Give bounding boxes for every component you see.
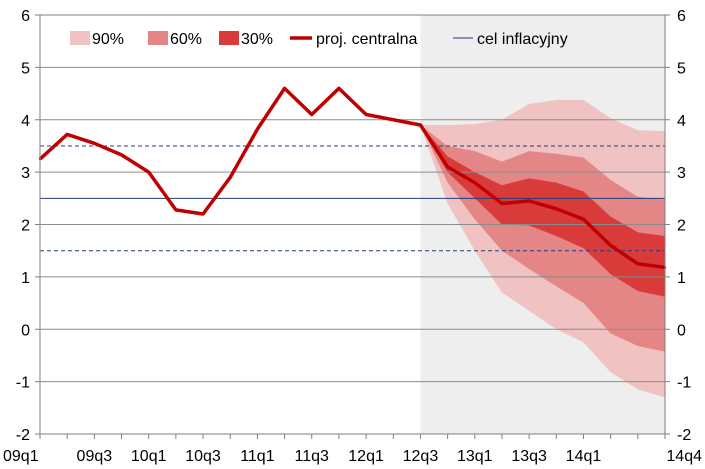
- x-tick-label: 14q4: [666, 448, 702, 465]
- legend: 90% 60% 30% proj. centralna cel inflacyjny: [70, 31, 568, 48]
- central-projection: [38, 86, 667, 270]
- x-tick-labels: 09q1 09q3 10q1 10q3 11q1 11q3 12q1 12q3 13q1 13q3…: [3, 448, 702, 465]
- central-point: [392, 118, 395, 121]
- x-tick-label: 14q1: [566, 448, 602, 465]
- inflation-target-lines: [40, 145, 665, 252]
- y-tick-label-right: 1: [677, 270, 686, 287]
- legend-label: 30%: [241, 31, 273, 48]
- central-point: [555, 207, 558, 210]
- central-projection-line: [38, 86, 666, 270]
- central-point: [364, 113, 368, 116]
- x-tick-label: 09q3: [77, 448, 113, 465]
- y-tick-label-left: 6: [21, 8, 30, 25]
- y-tick-label-right: 6: [677, 8, 686, 25]
- central-point: [636, 262, 640, 265]
- x-tick-label: 12q1: [348, 448, 384, 465]
- central-point: [473, 181, 476, 184]
- central-point: [419, 123, 422, 127]
- x-tick-label: 11q1: [240, 448, 275, 465]
- x-tick-label: 13q1: [457, 448, 493, 465]
- x-tick-label: 13q3: [511, 448, 547, 465]
- y-tick-label-right: -1: [677, 375, 691, 392]
- x-tick-label: 09q1: [3, 448, 39, 465]
- central-point: [201, 212, 205, 216]
- y-tick-label-left: 0: [21, 322, 30, 339]
- y-tick-label-right: 4: [677, 113, 686, 130]
- legend-label: 60%: [170, 31, 202, 48]
- central-point: [256, 127, 259, 131]
- y-tick-label-right: 2: [677, 218, 686, 235]
- y-tick-label-right: -2: [677, 427, 691, 444]
- y-tick-label-left: 2: [21, 218, 30, 235]
- y-tick-labels: -2 -2 -1 -1 0 0 1 1 2 2 3 3 4 4 5 5 6 6: [16, 8, 692, 444]
- y-tick-label-left: 5: [21, 60, 30, 77]
- central-point: [609, 244, 612, 247]
- central-point: [446, 165, 449, 169]
- central-point: [147, 170, 150, 174]
- central-point: [310, 113, 313, 116]
- central-point: [174, 208, 178, 212]
- y-tick-label-left: 4: [21, 113, 30, 130]
- legend-swatch: [148, 31, 168, 45]
- legend-label: proj. centralna: [316, 31, 417, 48]
- central-point: [337, 87, 341, 90]
- y-tick-label-left: 1: [21, 270, 30, 287]
- central-point: [582, 218, 585, 221]
- legend-label: 90%: [92, 31, 124, 48]
- x-tick-label: 10q1: [131, 448, 167, 465]
- central-point: [120, 153, 123, 157]
- x-tick-label: 12q3: [403, 448, 439, 465]
- fan-bands: [420, 99, 665, 398]
- central-point: [527, 199, 531, 203]
- y-tick-label-right: 5: [677, 60, 686, 77]
- y-tick-label-left: -2: [16, 427, 30, 444]
- y-tick-label-right: 0: [677, 322, 686, 339]
- central-point: [65, 133, 69, 136]
- grid-lines: [40, 66, 665, 383]
- band-30: [420, 124, 665, 297]
- x-tick-label: 10q3: [185, 448, 221, 465]
- legend-swatch: [70, 31, 90, 45]
- x-tick-label: 11q3: [295, 448, 330, 465]
- legend-swatch: [219, 31, 239, 45]
- central-point: [93, 142, 96, 145]
- y-tick-label-left: -1: [16, 375, 30, 392]
- y-tick-label-right: 3: [677, 165, 686, 182]
- central-point: [229, 176, 232, 179]
- central-point: [500, 202, 504, 205]
- central-point: [283, 87, 286, 90]
- axes: [35, 14, 670, 439]
- legend-label: cel inflacyjny: [477, 31, 568, 48]
- y-tick-label-left: 3: [21, 165, 30, 182]
